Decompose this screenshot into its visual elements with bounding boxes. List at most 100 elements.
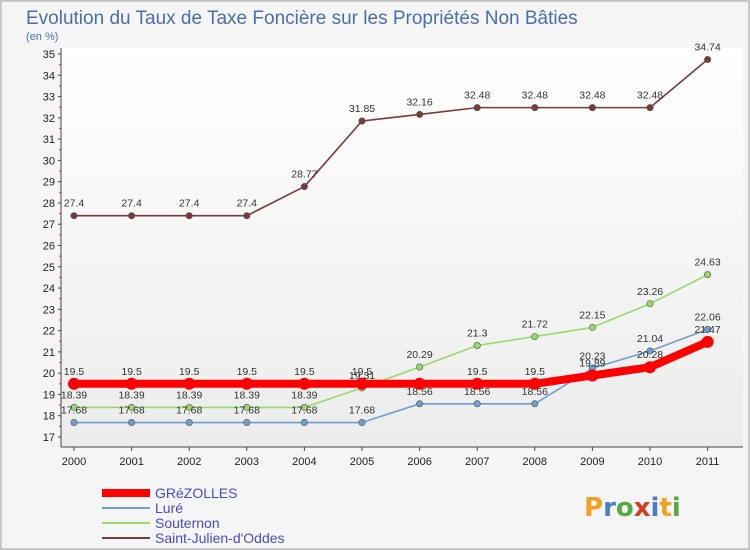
data-label: 21.72 bbox=[522, 319, 548, 331]
data-labels: 27.4 27.4 27.4 27.4 28.77 31.85 32.16 32.48 32.4… bbox=[61, 42, 721, 417]
data-label: 17.68 bbox=[118, 405, 144, 417]
data-label: 17.68 bbox=[291, 405, 317, 417]
data-point bbox=[300, 403, 308, 411]
series-line bbox=[73, 273, 709, 409]
data-label: 19.5 bbox=[525, 366, 546, 378]
x-tick-label: 2008 bbox=[523, 456, 547, 468]
data-point bbox=[416, 110, 424, 118]
data-point bbox=[588, 104, 596, 112]
data-label: 20.29 bbox=[406, 349, 432, 361]
data-label: 19.5 bbox=[179, 366, 200, 378]
data-point bbox=[646, 104, 654, 112]
proxiti-logo: Proxiti bbox=[584, 493, 681, 523]
data-label: 32.48 bbox=[522, 90, 548, 102]
y-tick-label: 35 bbox=[43, 49, 55, 61]
data-point bbox=[300, 419, 308, 427]
data-point bbox=[416, 363, 424, 371]
data-label: 18.39 bbox=[176, 389, 202, 401]
data-label: 18.56 bbox=[522, 386, 548, 398]
data-point bbox=[358, 419, 366, 427]
data-point bbox=[646, 347, 654, 355]
data-label: 19.31 bbox=[349, 370, 375, 382]
data-label: 17.68 bbox=[234, 405, 260, 417]
data-label: 19.5 bbox=[237, 366, 258, 378]
x-tick-label: 2003 bbox=[235, 456, 259, 468]
logo-letter: i bbox=[651, 493, 660, 523]
data-label: 19.5 bbox=[121, 366, 142, 378]
data-point bbox=[704, 271, 712, 279]
data-label: 19.5 bbox=[467, 366, 488, 378]
data-label: 19.89 bbox=[579, 358, 605, 370]
logo-letter: r bbox=[603, 493, 616, 523]
data-label: 17.68 bbox=[61, 405, 87, 417]
x-tick-label: 2007 bbox=[465, 456, 489, 468]
x-tick-label: 2002 bbox=[177, 456, 201, 468]
data-point bbox=[128, 419, 136, 427]
data-label: 34.74 bbox=[694, 42, 720, 54]
x-tick-label: 2009 bbox=[580, 456, 604, 468]
y-tick-label: 34 bbox=[43, 70, 55, 82]
data-point bbox=[528, 377, 541, 390]
data-label: 22.06 bbox=[694, 311, 720, 323]
logo-letter: t bbox=[659, 493, 671, 523]
data-label: 21.47 bbox=[694, 324, 720, 336]
x-tick-label: 2001 bbox=[119, 456, 143, 468]
data-point bbox=[183, 377, 196, 390]
data-point bbox=[588, 323, 596, 331]
data-point bbox=[644, 361, 656, 374]
data-label: 27.4 bbox=[64, 198, 85, 210]
data-label: 21.3 bbox=[467, 328, 488, 340]
series-line bbox=[70, 337, 712, 388]
y-tick-label: 29 bbox=[43, 177, 55, 189]
series-layer bbox=[68, 56, 714, 427]
data-point bbox=[185, 403, 193, 411]
logo-letter: x bbox=[634, 493, 651, 523]
data-point bbox=[128, 212, 136, 220]
y-tick-label: 28 bbox=[43, 198, 55, 210]
data-label: 24.63 bbox=[694, 257, 720, 269]
y-tick-label: 24 bbox=[43, 283, 55, 295]
y-tick-label: 18 bbox=[43, 411, 55, 423]
data-label: 19.5 bbox=[352, 366, 373, 378]
data-label: 18.39 bbox=[118, 389, 144, 401]
data-point bbox=[70, 403, 78, 411]
data-point bbox=[356, 377, 368, 390]
legend-label: GRéZOLLES bbox=[155, 485, 237, 501]
series-line bbox=[73, 58, 709, 217]
x-tick-label: 2005 bbox=[350, 456, 374, 468]
y-tick-label: 25 bbox=[43, 262, 55, 274]
data-point bbox=[471, 377, 484, 390]
data-point bbox=[586, 369, 599, 382]
data-point bbox=[243, 419, 251, 427]
data-point bbox=[125, 377, 138, 390]
x-tick-label: 2011 bbox=[696, 456, 720, 468]
data-label: 31.85 bbox=[349, 103, 375, 115]
y-tick-label: 31 bbox=[43, 134, 55, 146]
data-point bbox=[68, 377, 80, 390]
data-label: 23.26 bbox=[637, 286, 663, 298]
logo-letter: P bbox=[584, 493, 603, 523]
legend-label: Saint-Julien-d'Oddes bbox=[155, 530, 285, 546]
y-tick-label: 26 bbox=[43, 241, 55, 253]
data-label: 18.39 bbox=[291, 389, 317, 401]
data-label: 32.48 bbox=[464, 90, 490, 102]
y-tick-label: 32 bbox=[43, 113, 55, 125]
chart-subtitle: (en %) bbox=[26, 31, 58, 43]
data-label: 20.23 bbox=[579, 350, 605, 362]
y-tick-label: 17 bbox=[43, 432, 55, 444]
data-point bbox=[358, 117, 366, 125]
x-tick-label: 2010 bbox=[638, 456, 662, 468]
data-label: 32.16 bbox=[406, 96, 432, 108]
data-point bbox=[531, 400, 539, 408]
y-tick-label: 33 bbox=[43, 92, 55, 104]
x-tick-label: 2000 bbox=[62, 456, 86, 468]
data-point bbox=[473, 104, 481, 112]
data-label: 18.56 bbox=[406, 386, 432, 398]
data-point bbox=[531, 333, 539, 341]
data-point bbox=[300, 183, 308, 191]
legend-label: Luré bbox=[155, 500, 183, 516]
data-point bbox=[704, 56, 712, 64]
x-tick-label: 2004 bbox=[292, 456, 316, 468]
